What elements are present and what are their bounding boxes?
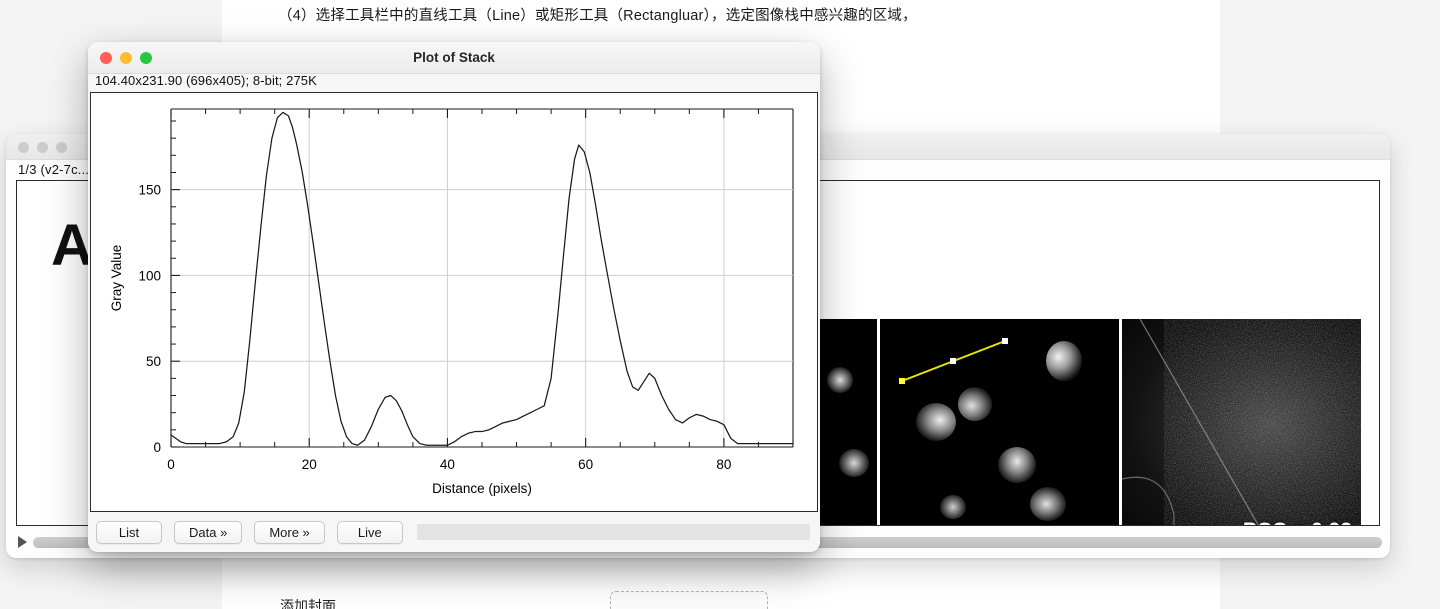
svg-text:100: 100	[138, 268, 161, 283]
plot-window-title: Plot of Stack	[413, 50, 495, 65]
plot-button-bar: List Data » More » Live	[88, 512, 820, 552]
plot-window-titlebar[interactable]: Plot of Stack	[88, 42, 820, 74]
line-roi-overlay[interactable]	[880, 319, 1119, 526]
background-window-traffic-lights[interactable]	[18, 142, 67, 153]
live-button[interactable]: Live	[336, 520, 403, 544]
list-button[interactable]: List	[96, 520, 162, 544]
svg-text:0: 0	[153, 440, 161, 455]
svg-text:40: 40	[440, 457, 455, 472]
svg-text:0: 0	[167, 457, 175, 472]
plot-canvas[interactable]: 0 50 100 150 0 20 40 60 80 Distance (pixels) Gray …	[90, 92, 818, 512]
micrograph-panel-colocalization[interactable]: Colocalization PCC = 0.92	[1122, 319, 1361, 525]
y-axis-label: Gray Value	[109, 245, 124, 312]
zoom-icon[interactable]	[140, 52, 152, 64]
more-button[interactable]: More »	[254, 520, 325, 544]
plot-window-subbar	[88, 74, 820, 92]
background-window-meta: 1/3 (v2-7c...	[18, 162, 90, 177]
profile-plot[interactable]: 0 50 100 150 0 20 40 60 80 Distance (pixels) Gray …	[91, 93, 817, 511]
svg-text:60: 60	[578, 457, 593, 472]
zoom-icon[interactable]	[56, 142, 67, 153]
micrograph-panel-merge[interactable]: Merge 20 μm	[880, 319, 1119, 526]
traffic-lights[interactable]	[100, 52, 152, 64]
plot-progress-bar[interactable]	[416, 524, 810, 540]
add-cover-label: 添加封面	[280, 598, 336, 609]
close-icon[interactable]	[100, 52, 112, 64]
micrograph-panel-1[interactable]: 20 μm	[817, 319, 877, 525]
svg-text:150: 150	[138, 183, 161, 198]
x-axis-label: Distance (pixels)	[432, 481, 532, 496]
minimize-icon[interactable]	[37, 142, 48, 153]
add-cover-dropzone[interactable]	[610, 591, 768, 609]
figure-letter-label: A	[51, 213, 93, 278]
minimize-icon[interactable]	[120, 52, 132, 64]
plot-of-stack-window[interactable]: Plot of Stack 104.40x231.90 (696x405); 8…	[88, 42, 820, 552]
svg-text:20: 20	[302, 457, 317, 472]
document-paragraph-1: （4）选择工具栏中的直线工具（Line）或矩形工具（Rectangluar），选…	[278, 8, 917, 24]
pcc-value-label: PCC = 0.92	[1243, 519, 1352, 525]
play-icon[interactable]	[18, 536, 27, 548]
close-icon[interactable]	[18, 142, 29, 153]
plot-image-info: 104.40x231.90 (696x405); 8-bit; 275K	[95, 73, 317, 88]
colocalization-texture	[1122, 319, 1361, 525]
data-button[interactable]: Data »	[174, 520, 243, 544]
micrograph-strip: 20 μm Merge	[817, 319, 1361, 526]
svg-text:80: 80	[716, 457, 731, 472]
svg-text:50: 50	[146, 354, 161, 369]
